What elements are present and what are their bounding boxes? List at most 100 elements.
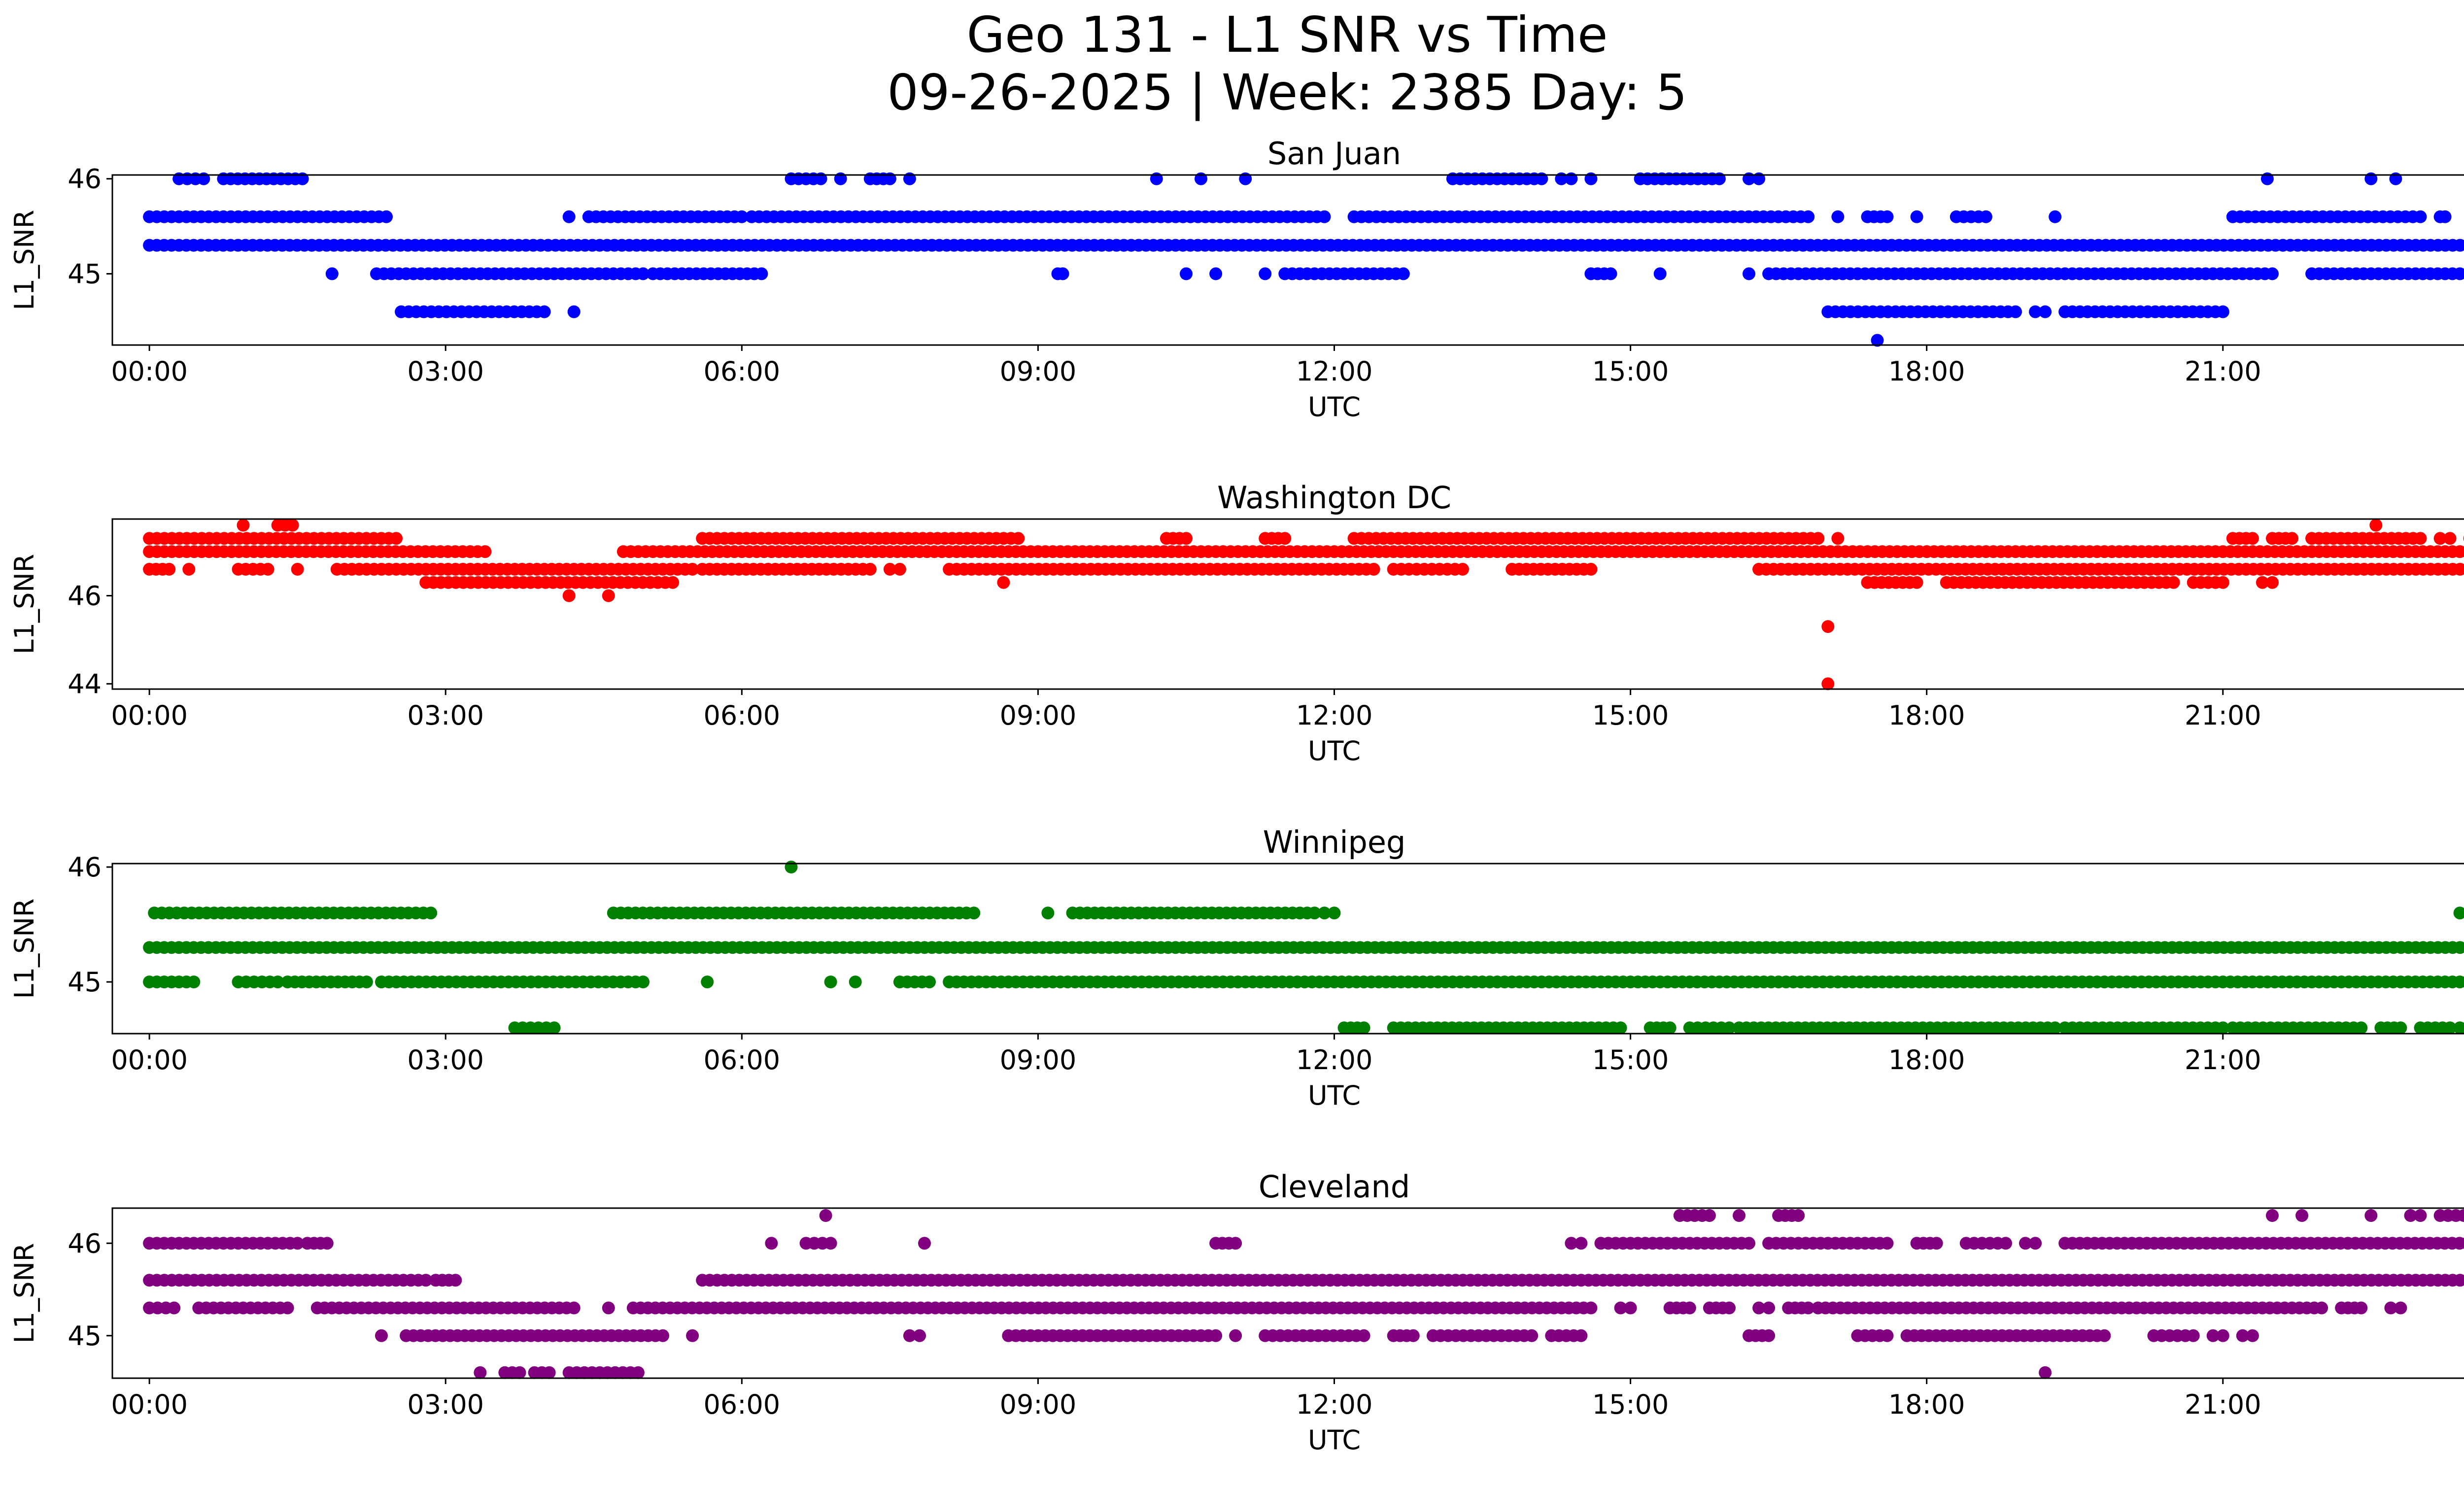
data-point — [1831, 532, 1845, 545]
x-tick-label: 03:00 — [407, 700, 484, 731]
data-point — [2216, 1329, 2229, 1342]
data-point — [602, 1301, 615, 1315]
data-point — [1456, 562, 1469, 576]
data-point — [1614, 1301, 1627, 1315]
data-point — [2414, 1209, 2427, 1222]
x-tick-label: 00:00 — [111, 356, 188, 387]
data-point — [1574, 1237, 1588, 1250]
data-point — [2167, 576, 2180, 589]
data-point — [2453, 1237, 2464, 1250]
data-point — [1318, 210, 1331, 223]
y-tick-label: 46 — [68, 1228, 102, 1259]
data-point — [168, 1301, 181, 1315]
figure-title-line1: Geo 131 - L1 SNR vs Time — [967, 6, 1608, 64]
x-tick-label: 12:00 — [1296, 1044, 1373, 1076]
data-point — [2453, 267, 2464, 280]
series-level-46 — [785, 861, 798, 873]
subplot-title: Cleveland — [1259, 1169, 1410, 1205]
data-point — [390, 532, 403, 545]
y-tick-label: 45 — [68, 258, 102, 289]
data-point — [2394, 1301, 2407, 1315]
data-point — [325, 267, 339, 280]
data-point — [2206, 1329, 2220, 1342]
data-point — [1979, 210, 1992, 223]
data-point — [1056, 267, 1069, 280]
y-tick-label: 45 — [68, 1321, 102, 1352]
data-point — [1821, 677, 1835, 691]
data-point — [2453, 545, 2464, 558]
series-level-45_3 — [143, 1301, 2407, 1315]
data-point — [1821, 620, 1835, 633]
data-point — [562, 589, 576, 602]
data-point — [2029, 305, 2042, 318]
data-point — [2369, 519, 2383, 532]
data-point — [2454, 239, 2464, 252]
data-point — [2461, 240, 2464, 251]
data-point — [1723, 1301, 1736, 1315]
data-point — [2019, 1237, 2032, 1250]
x-tick-label: 21:00 — [2185, 1044, 2261, 1076]
y-axis-label: L1_SNR — [9, 554, 40, 655]
series-level-46 — [143, 1237, 2464, 1250]
data-point — [548, 1021, 561, 1035]
x-tick-label: 00:00 — [111, 1044, 188, 1076]
data-point — [424, 906, 438, 920]
data-point — [1999, 1237, 2012, 1250]
x-tick-label: 03:00 — [407, 356, 484, 387]
data-point — [2461, 1237, 2464, 1249]
x-tick-label: 18:00 — [1888, 1044, 1965, 1076]
data-point — [163, 562, 176, 576]
x-tick-label: 09:00 — [1000, 1389, 1077, 1420]
data-point — [2454, 941, 2464, 954]
series-level-47_3 — [143, 532, 2464, 545]
data-point — [360, 975, 373, 989]
data-point — [1910, 576, 1923, 589]
x-tick-label: 15:00 — [1592, 700, 1669, 731]
data-point — [2461, 1022, 2464, 1034]
x-tick-label: 12:00 — [1296, 1389, 1373, 1420]
data-point — [863, 562, 877, 576]
x-tick-label: 18:00 — [1888, 700, 1965, 731]
subplot-title: Winnipeg — [1263, 824, 1406, 860]
data-point — [2236, 1329, 2249, 1342]
data-point — [1584, 1301, 1598, 1315]
data-point — [2453, 906, 2464, 920]
data-point — [2454, 1274, 2464, 1287]
data-point — [2461, 1275, 2464, 1286]
data-point — [1743, 1237, 1755, 1250]
data-point — [2049, 1021, 2062, 1035]
data-point — [1762, 1301, 1776, 1315]
data-point — [1012, 532, 1025, 545]
data-point — [2384, 1301, 2397, 1315]
data-point — [182, 562, 196, 576]
data-point — [2216, 576, 2229, 589]
x-tick-label: 12:00 — [1296, 356, 1373, 387]
series-level-46_6 — [143, 562, 2464, 576]
data-point — [2049, 210, 2062, 223]
data-point — [903, 1329, 916, 1342]
x-tick-label: 06:00 — [704, 1044, 781, 1076]
data-point — [380, 210, 393, 223]
series-level-44 — [1821, 677, 1835, 691]
data-point — [1308, 906, 1321, 920]
x-tick-label: 15:00 — [1592, 1389, 1669, 1420]
data-point — [755, 267, 768, 280]
data-point — [2461, 546, 2464, 557]
x-tick-label: 00:00 — [111, 1389, 188, 1420]
x-tick-label: 12:00 — [1296, 700, 1373, 731]
x-tick-label: 15:00 — [1592, 1044, 1669, 1076]
data-point — [2187, 1329, 2200, 1342]
x-axis-label: UTC — [1308, 391, 1361, 422]
data-point — [1278, 532, 1292, 545]
data-point — [2039, 305, 2052, 318]
data-point — [1663, 1021, 1677, 1035]
subplot-title: Washington DC — [1217, 480, 1451, 516]
data-point — [375, 1329, 388, 1342]
series-level-46_3 — [819, 1209, 2464, 1222]
data-point — [2266, 576, 2279, 589]
series-level-44_6 — [508, 1021, 2464, 1035]
data-point — [2461, 976, 2464, 988]
data-point — [1683, 1301, 1696, 1315]
data-point — [918, 1237, 931, 1250]
data-point — [513, 1366, 526, 1379]
